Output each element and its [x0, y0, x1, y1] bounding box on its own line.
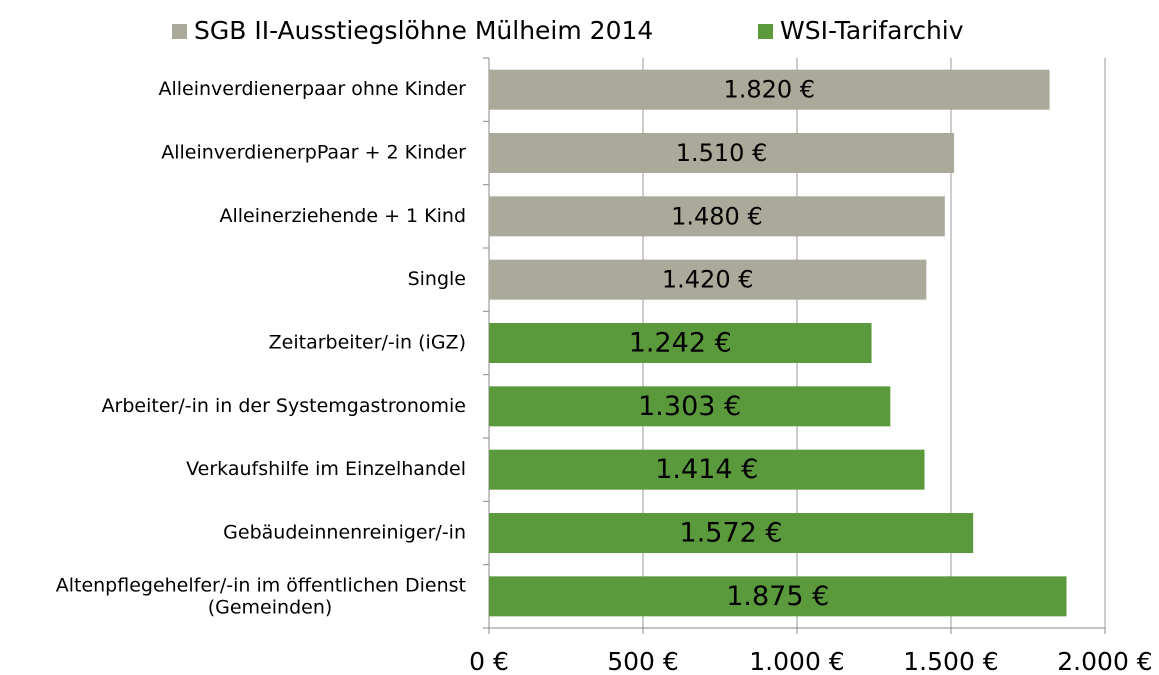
- x-tick-label: 500 €: [607, 647, 679, 675]
- y-tick-label: AlleinverdienerpPaar + 2 Kinder: [161, 142, 466, 164]
- y-tick-label: Altenpflegehelfer/-in im öffentlichen Di…: [56, 574, 466, 618]
- data-label: 1.420 €: [662, 266, 754, 294]
- legend-label: WSI-Tarifarchiv: [780, 16, 964, 45]
- data-label: 1.414 €: [655, 454, 758, 485]
- y-tick-label: Single: [408, 268, 466, 290]
- legend-swatch: [758, 24, 773, 39]
- data-label: 1.510 €: [676, 139, 768, 167]
- y-tick-label: Verkaufshilfe im Einzelhandel: [186, 458, 466, 480]
- x-tick-label: 1.500 €: [903, 647, 998, 675]
- data-label: 1.875 €: [726, 581, 829, 612]
- bar: [489, 259, 927, 300]
- bar: [489, 386, 891, 427]
- y-tick-label: Gebäudeinnenreiniger/-in: [223, 522, 466, 544]
- y-tick-label: Alleinerziehende + 1 Kind: [220, 205, 467, 227]
- bar: [489, 576, 1067, 617]
- x-tick-label: 2.000 €: [1057, 647, 1152, 675]
- x-tick-label: 0 €: [469, 647, 509, 675]
- y-tick-label: Arbeiter/-in in der Systemgastronomie: [102, 395, 466, 417]
- bar: [489, 323, 872, 363]
- data-label: 1.303 €: [638, 391, 741, 422]
- bar: [489, 449, 925, 490]
- x-tick-label: 1.000 €: [749, 647, 844, 675]
- data-label: 1.820 €: [723, 76, 815, 104]
- legend-swatch: [172, 24, 187, 39]
- data-label: 1.572 €: [680, 518, 783, 549]
- bar: [489, 69, 1050, 110]
- legend-label: SGB II-Ausstiegslöhne Mülheim 2014: [194, 16, 653, 45]
- y-tick-label: Zeitarbeiter/-in (iGZ): [269, 332, 466, 354]
- bar: [489, 133, 955, 173]
- y-tick-label: Alleinverdienerpaar ohne Kinder: [158, 78, 466, 100]
- data-label: 1.480 €: [671, 202, 763, 230]
- data-label: 1.242 €: [629, 328, 732, 359]
- bar: [489, 196, 945, 237]
- bar: [489, 513, 974, 553]
